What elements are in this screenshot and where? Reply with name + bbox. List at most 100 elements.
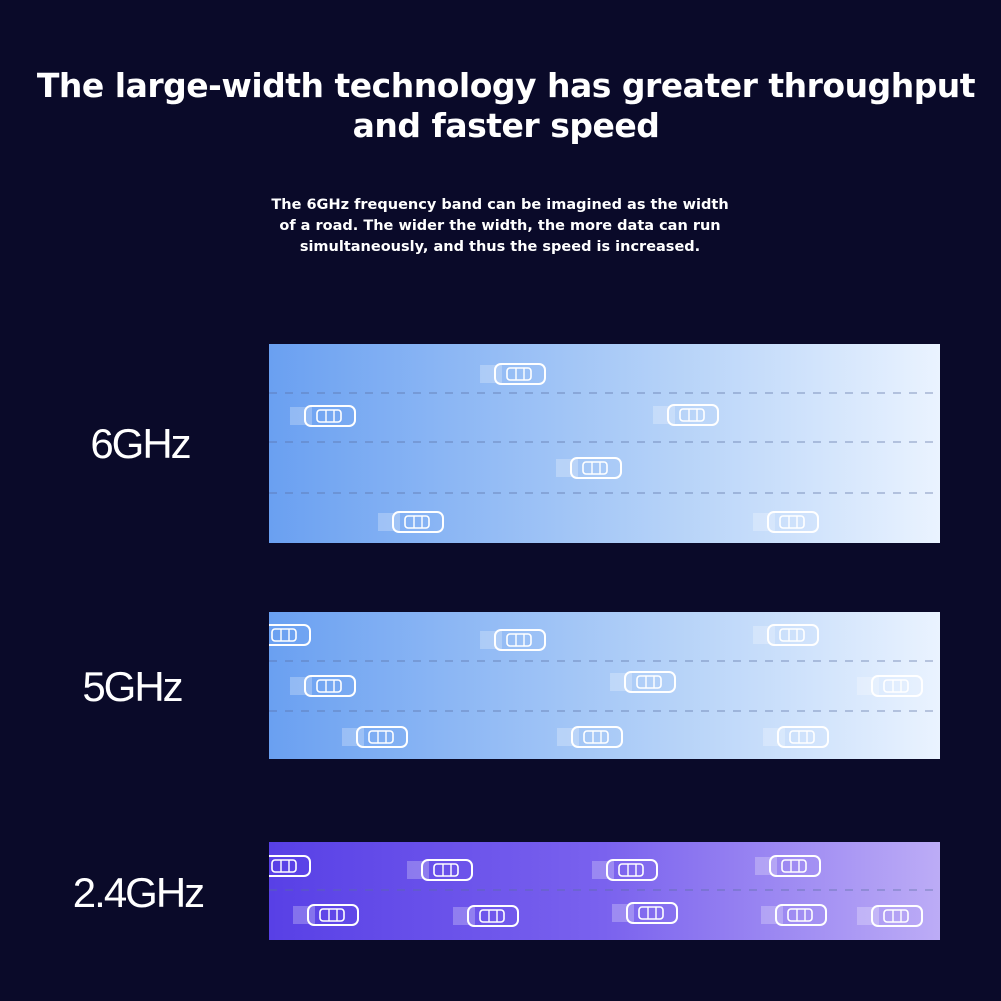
- car-body: [356, 726, 408, 748]
- car-cabin: [883, 909, 909, 923]
- car-body: [494, 363, 546, 385]
- car-glow: [857, 907, 879, 925]
- car-body: [767, 624, 819, 646]
- car-glow: [753, 626, 775, 644]
- car-cabin: [883, 679, 909, 693]
- car-body: [626, 902, 678, 924]
- car-icon: [610, 671, 676, 693]
- car-glow: [293, 906, 315, 924]
- car-icon: [290, 675, 356, 697]
- car-icon: [592, 859, 658, 881]
- car-cabin: [368, 730, 394, 744]
- car-glow: [407, 861, 429, 879]
- car-icon: [453, 905, 519, 927]
- car-icon: [269, 855, 311, 877]
- car-body: [775, 904, 827, 926]
- band-label: 5GHz: [82, 663, 181, 710]
- car-body: [769, 855, 821, 877]
- car-body: [269, 624, 311, 646]
- car-cabin: [316, 679, 342, 693]
- car-body: [667, 404, 719, 426]
- car-body: [494, 629, 546, 651]
- car-body: [421, 859, 473, 881]
- band-lanes: [269, 624, 940, 748]
- car-icon: [342, 726, 408, 748]
- car-glow: [857, 677, 879, 695]
- car-icon: [293, 904, 359, 926]
- car-body: [767, 511, 819, 533]
- car-cabin: [316, 409, 342, 423]
- subtitle-line: The 6GHz frequency band can be imagined …: [271, 197, 728, 213]
- title-line: The large-width technology has greater t…: [37, 66, 976, 105]
- car-icon: [556, 457, 622, 479]
- car-glow: [480, 365, 502, 383]
- car-icon: [857, 905, 923, 927]
- car-cabin: [638, 906, 664, 920]
- band-label: 6GHz: [90, 420, 189, 467]
- car-cabin: [271, 628, 297, 642]
- car-body: [571, 726, 623, 748]
- car-glow: [612, 904, 634, 922]
- car-icon: [653, 404, 719, 426]
- car-glow: [753, 513, 775, 531]
- car-glow: [453, 907, 475, 925]
- car-body: [777, 726, 829, 748]
- subtitle-line: of a road. The wider the width, the more…: [279, 218, 720, 234]
- car-glow: [653, 406, 675, 424]
- car-icon: [753, 511, 819, 533]
- car-glow: [290, 677, 312, 695]
- car-cabin: [433, 863, 459, 877]
- car-cabin: [636, 675, 662, 689]
- car-body: [624, 671, 676, 693]
- car-icon: [763, 726, 829, 748]
- car-glow: [592, 861, 614, 879]
- car-cabin: [779, 515, 805, 529]
- car-cabin: [618, 863, 644, 877]
- car-icon: [269, 624, 311, 646]
- car-body: [392, 511, 444, 533]
- band-lanes: [269, 855, 940, 927]
- title-line: and faster speed: [353, 106, 660, 145]
- car-icon: [480, 363, 546, 385]
- car-body: [606, 859, 658, 881]
- car-glow: [378, 513, 400, 531]
- car-cabin: [271, 859, 297, 873]
- car-glow: [761, 906, 783, 924]
- car-cabin: [779, 628, 805, 642]
- car-cabin: [319, 908, 345, 922]
- car-cabin: [787, 908, 813, 922]
- car-glow: [290, 407, 312, 425]
- car-glow: [557, 728, 579, 746]
- car-icon: [755, 855, 821, 877]
- car-glow: [480, 631, 502, 649]
- subtitle-line: simultaneously, and thus the speed is in…: [300, 239, 700, 255]
- car-cabin: [506, 367, 532, 381]
- car-cabin: [582, 461, 608, 475]
- car-cabin: [679, 408, 705, 422]
- car-body: [871, 675, 923, 697]
- car-body: [570, 457, 622, 479]
- car-body: [304, 675, 356, 697]
- car-cabin: [789, 730, 815, 744]
- car-cabin: [583, 730, 609, 744]
- car-icon: [407, 859, 473, 881]
- car-body: [467, 905, 519, 927]
- car-cabin: [479, 909, 505, 923]
- car-glow: [342, 728, 364, 746]
- car-icon: [761, 904, 827, 926]
- car-icon: [557, 726, 623, 748]
- car-icon: [480, 629, 546, 651]
- car-body: [307, 904, 359, 926]
- band-lanes: [269, 363, 940, 533]
- band-label: 2.4GHz: [73, 869, 203, 916]
- car-body: [269, 855, 311, 877]
- car-icon: [612, 902, 678, 924]
- car-body: [871, 905, 923, 927]
- car-cabin: [506, 633, 532, 647]
- car-body: [304, 405, 356, 427]
- cars: [269, 363, 940, 927]
- car-glow: [556, 459, 578, 477]
- car-cabin: [781, 859, 807, 873]
- car-glow: [755, 857, 777, 875]
